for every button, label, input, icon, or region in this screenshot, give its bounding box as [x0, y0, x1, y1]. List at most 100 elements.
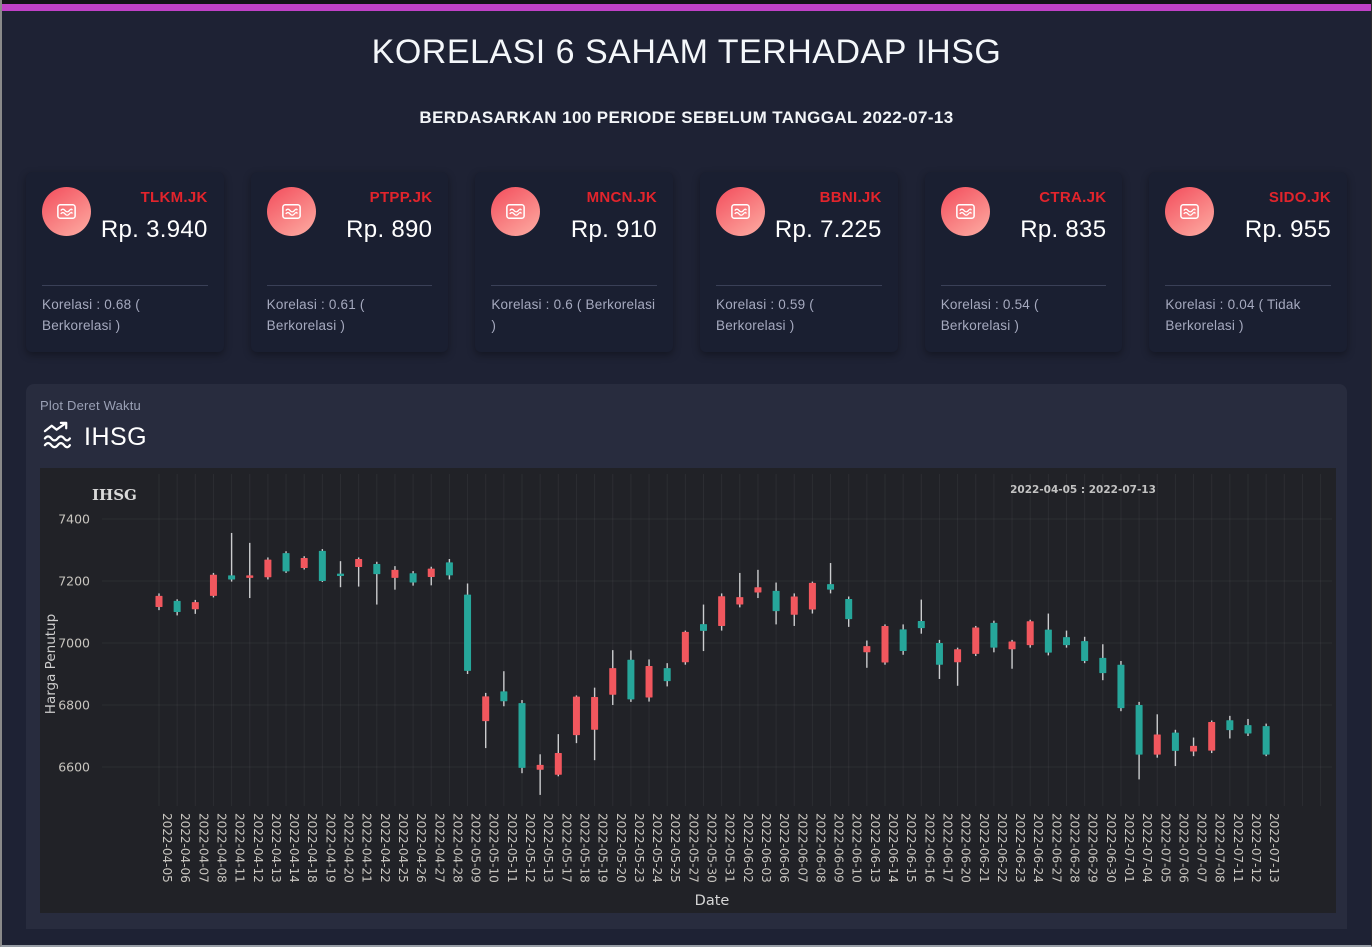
- x-tick-label: 2022-07-11: [1231, 813, 1245, 883]
- x-axis-title: Date: [695, 893, 730, 909]
- x-tick-label: 2022-07-01: [1122, 813, 1136, 883]
- ticker-label: PTPP.JK: [369, 189, 433, 206]
- candle-body: [391, 569, 399, 578]
- y-tick-label: 6800: [58, 698, 90, 713]
- chart-panel: Plot Deret Waktu IHSG 7400 7200 7000 6800 66…: [26, 384, 1347, 929]
- candle-body: [482, 696, 490, 722]
- x-tick-label: 2022-05-23: [632, 813, 646, 883]
- candle-body: [191, 602, 199, 610]
- ticker-label: SIDO.JK: [1268, 189, 1332, 206]
- x-tick-label: 2022-05-27: [686, 813, 700, 883]
- x-tick-label: 2022-04-25: [396, 813, 410, 883]
- candle-body: [246, 575, 254, 578]
- x-tick-label: 2022-04-28: [450, 813, 464, 883]
- x-tick-label: 2022-07-04: [1140, 813, 1154, 883]
- x-tick-label: 2022-06-16: [922, 813, 936, 883]
- stock-chart-icon: [940, 187, 990, 236]
- card-values: CTRA.JK Rp. 835: [990, 187, 1107, 244]
- candle-body: [572, 696, 580, 736]
- x-tick-label: 2022-07-12: [1249, 813, 1263, 883]
- candle-body: [536, 764, 544, 770]
- candle-body: [609, 668, 617, 695]
- candlestick-svg[interactable]: 7400 7200 7000 6800 6600 2022-04-05 2022-04-06…: [40, 468, 1336, 913]
- korelasi-text: Korelasi : 0.6 ( Berkorelasi ): [491, 297, 656, 334]
- candle-body: [1153, 734, 1161, 755]
- candle-body: [318, 550, 326, 581]
- y-tick-label: 7400: [58, 512, 90, 527]
- candle-body: [899, 629, 907, 652]
- ticker-label: MNCN.JK: [586, 189, 658, 206]
- plot-title: IHSG: [92, 486, 137, 504]
- candle-body: [409, 573, 417, 583]
- x-tick-label: 2022-04-27: [432, 813, 446, 883]
- x-tick-label: 2022-06-20: [959, 813, 973, 883]
- card-footer: Korelasi : 0.6 ( Berkorelasi ): [491, 285, 658, 337]
- candle-body: [228, 575, 236, 580]
- x-tick-label: 2022-06-28: [1068, 813, 1082, 883]
- candle-body: [1063, 637, 1070, 646]
- korelasi-text: Korelasi : 0.04 ( Tidak Berkorelasi ): [1165, 297, 1301, 334]
- candle-body: [1208, 722, 1216, 751]
- x-tick-label: 2022-06-13: [868, 813, 882, 883]
- stock-card-sido: SIDO.JK Rp. 955 Korelasi : 0.04 ( Tidak …: [1149, 172, 1348, 352]
- x-tick-label: 2022-05-20: [614, 813, 628, 883]
- stock-chart-icon: [716, 187, 766, 236]
- candle-body: [264, 559, 272, 578]
- ticker-label: TLKM.JK: [140, 189, 208, 206]
- page-title: KORELASI 6 SAHAM TERHADAP IHSG: [371, 33, 1002, 71]
- x-tick-label: 2022-06-22: [995, 813, 1009, 883]
- x-tick-label: 2022-04-18: [305, 813, 319, 883]
- stock-card-mncn: MNCN.JK Rp. 910 Korelasi : 0.6 ( Berkore…: [475, 172, 674, 352]
- candle-body: [827, 584, 835, 590]
- gridlines: [102, 474, 1332, 806]
- card-footer: Korelasi : 0.04 ( Tidak Berkorelasi ): [1165, 285, 1332, 337]
- x-tick-label: 2022-06-06: [777, 813, 791, 883]
- candle-body: [445, 562, 453, 576]
- candle-body: [863, 646, 871, 653]
- x-tick-label: 2022-04-20: [342, 813, 356, 883]
- card-top: MNCN.JK Rp. 910: [491, 187, 657, 244]
- x-tick-label: 2022-06-21: [977, 813, 991, 883]
- candle-body: [337, 573, 344, 576]
- candle-body: [427, 568, 435, 577]
- x-tick-label: 2022-07-08: [1213, 813, 1227, 883]
- y-tick-label: 7000: [58, 636, 90, 651]
- candle-body: [591, 696, 599, 730]
- candle-body: [1244, 725, 1252, 734]
- page-subtitle: BERDASARKAN 100 PERIODE SEBELUM TANGGAL …: [419, 108, 954, 127]
- candle-body: [718, 596, 726, 626]
- date-range-annotation: 2022-04-05 : 2022-07-13: [1010, 484, 1156, 496]
- x-tick-label: 2022-07-05: [1158, 813, 1172, 883]
- x-tick-label: 2022-06-17: [940, 813, 954, 883]
- price-value: Rp. 910: [570, 216, 658, 243]
- candle-body: [663, 668, 671, 682]
- card-values: PTPP.JK Rp. 890: [316, 187, 433, 244]
- candle-body: [500, 691, 508, 702]
- y-tick-label: 7200: [58, 574, 90, 589]
- x-tick-label: 2022-05-24: [650, 813, 664, 883]
- x-tick-label: 2022-07-13: [1267, 813, 1281, 883]
- x-tick-label: 2022-05-11: [505, 813, 519, 883]
- panel-label: Plot Deret Waktu: [40, 398, 141, 413]
- x-tick-label: 2022-04-05: [160, 813, 174, 883]
- candle-body: [373, 563, 381, 575]
- x-tick-label: 2022-05-18: [577, 813, 591, 883]
- x-tick-label: 2022-06-29: [1086, 813, 1100, 883]
- card-top: BBNI.JK Rp. 7.225: [716, 187, 882, 244]
- candle-body: [627, 659, 635, 700]
- candle-body: [736, 597, 744, 605]
- x-tick-label: 2022-06-02: [741, 813, 755, 883]
- candle-body: [464, 594, 472, 671]
- x-tick-label: 2022-05-31: [723, 813, 737, 883]
- candle-body: [1135, 705, 1143, 755]
- x-tick-label: 2022-07-06: [1176, 813, 1190, 883]
- price-value: Rp. 835: [1020, 216, 1107, 243]
- x-tick-label: 2022-04-14: [287, 813, 301, 883]
- candle-body: [1081, 641, 1089, 661]
- candle-body: [1171, 732, 1179, 751]
- candles: [155, 532, 1270, 795]
- x-tick-label: 2022-06-15: [904, 813, 918, 883]
- stock-chart-icon: [1165, 187, 1215, 236]
- card-footer: Korelasi : 0.61 ( Berkorelasi ): [266, 285, 433, 337]
- x-tick-label: 2022-06-07: [795, 813, 809, 883]
